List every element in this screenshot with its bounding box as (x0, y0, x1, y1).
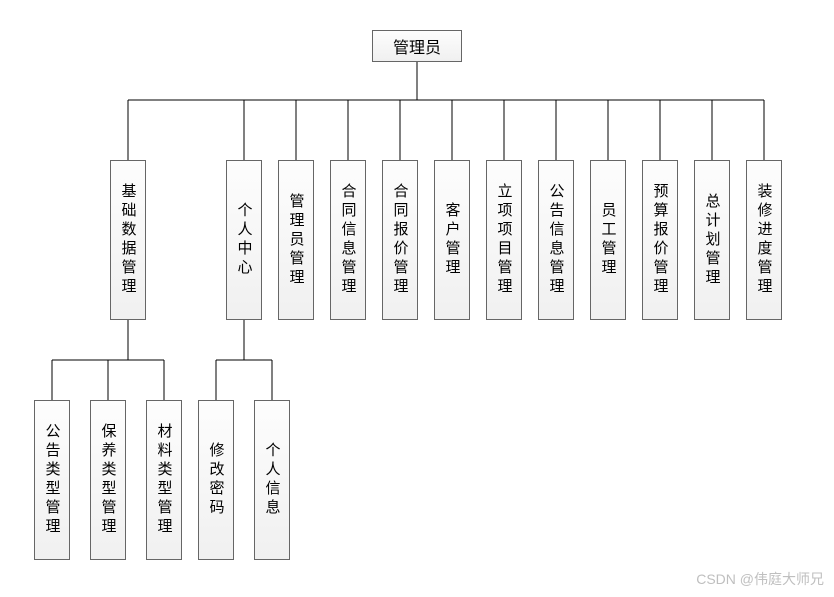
node-basic-data-label: 基础数据管理 (117, 175, 140, 305)
node-decoration-progress: 装修进度管理 (746, 160, 782, 320)
node-change-pwd-label: 修改密码 (205, 434, 228, 526)
node-decoration-progress-label: 装修进度管理 (753, 175, 776, 305)
node-notice-type-label: 公告类型管理 (41, 415, 64, 545)
node-budget-quote: 预算报价管理 (642, 160, 678, 320)
node-personal-center-label: 个人中心 (233, 194, 256, 286)
node-project: 立项项目管理 (486, 160, 522, 320)
node-personal-center: 个人中心 (226, 160, 262, 320)
node-customer-label: 客户管理 (441, 194, 464, 286)
node-personal-info-label: 个人信息 (261, 434, 284, 526)
node-master-plan: 总计划管理 (694, 160, 730, 320)
node-notice-info-label: 公告信息管理 (545, 175, 568, 305)
node-contract-info: 合同信息管理 (330, 160, 366, 320)
watermark: CSDN @伟庭大师兄 (696, 569, 824, 589)
node-change-pwd: 修改密码 (198, 400, 234, 560)
node-master-plan-label: 总计划管理 (701, 185, 724, 296)
node-personal-info: 个人信息 (254, 400, 290, 560)
node-staff-label: 员工管理 (597, 194, 620, 286)
node-material-type: 材料类型管理 (146, 400, 182, 560)
node-budget-quote-label: 预算报价管理 (649, 175, 672, 305)
root-label: 管理员 (393, 34, 441, 58)
node-admin-mgmt: 管理员管理 (278, 160, 314, 320)
watermark-text: CSDN @伟庭大师兄 (696, 571, 824, 587)
node-contract-quote: 合同报价管理 (382, 160, 418, 320)
node-notice-info: 公告信息管理 (538, 160, 574, 320)
node-customer: 客户管理 (434, 160, 470, 320)
root-node: 管理员 (372, 30, 462, 62)
node-material-type-label: 材料类型管理 (153, 415, 176, 545)
node-notice-type: 公告类型管理 (34, 400, 70, 560)
node-staff: 员工管理 (590, 160, 626, 320)
node-admin-mgmt-label: 管理员管理 (285, 185, 308, 296)
node-maintenance-type: 保养类型管理 (90, 400, 126, 560)
node-basic-data: 基础数据管理 (110, 160, 146, 320)
node-project-label: 立项项目管理 (493, 175, 516, 305)
node-maintenance-type-label: 保养类型管理 (97, 415, 120, 545)
node-contract-info-label: 合同信息管理 (337, 175, 360, 305)
node-contract-quote-label: 合同报价管理 (389, 175, 412, 305)
